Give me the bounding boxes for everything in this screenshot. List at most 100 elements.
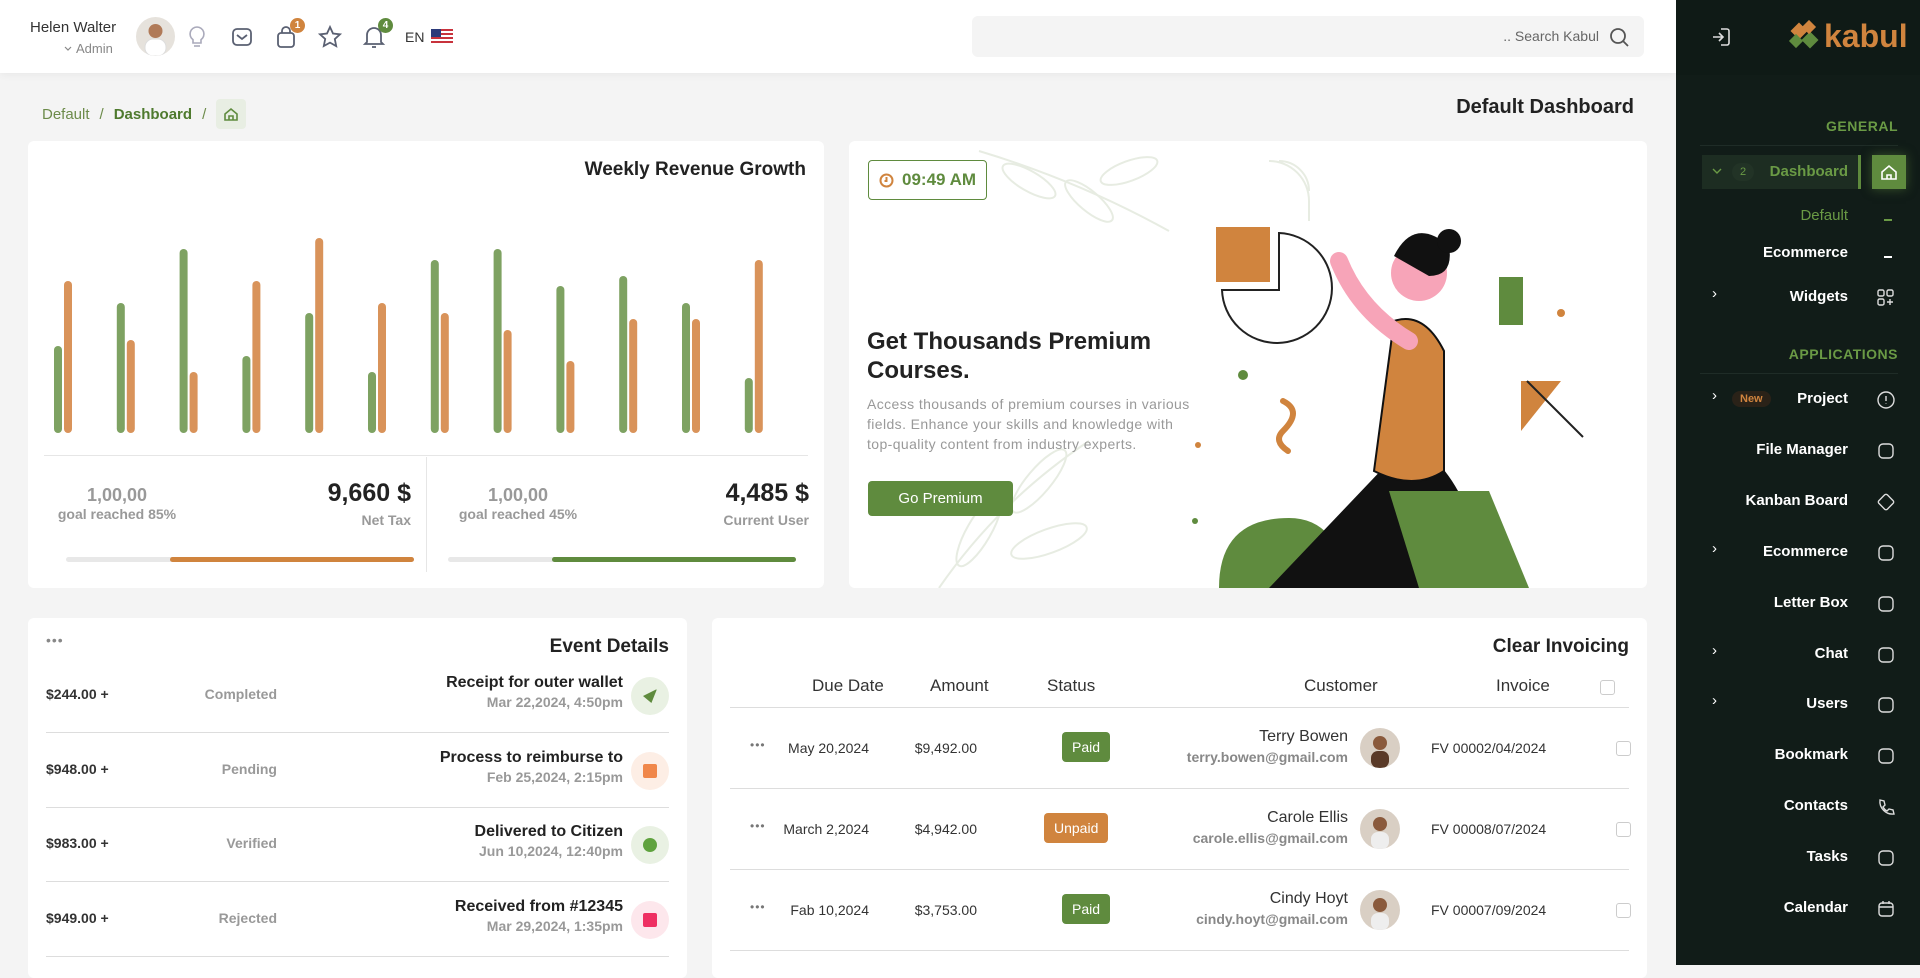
us-flag-icon[interactable] — [431, 29, 453, 45]
search-input[interactable]: .. Search Kabul — [972, 16, 1644, 57]
sidebar-item-kanban-board[interactable]: Kanban Board — [1745, 491, 1848, 509]
due-date: May 20,2024 — [788, 740, 869, 756]
user-avatar[interactable] — [136, 17, 175, 56]
sidebar-item-users[interactable]: Users — [1806, 695, 1848, 713]
stat-value: 4,485 $ — [725, 479, 809, 507]
customer: Cindy Hoyt cindy.hoyt@gmail.com — [1196, 890, 1348, 927]
sidebar-item-label: Dashboard — [1769, 163, 1848, 180]
bar-orange-12 — [754, 260, 763, 433]
sidebar-item-widgets[interactable]: Widgets — [1789, 288, 1848, 305]
dash-marker — [1884, 256, 1892, 258]
select-all-checkbox[interactable] — [1600, 680, 1615, 695]
status-badge: Paid — [1062, 894, 1111, 924]
divider — [44, 455, 808, 456]
bell-icon[interactable]: 4 — [361, 18, 393, 50]
star-icon[interactable] — [317, 24, 343, 50]
more-options-icon[interactable]: ••• — [46, 632, 64, 648]
logo-text: kabul — [1824, 18, 1908, 54]
sidebar-item-file-manager[interactable]: File Manager — [1756, 440, 1848, 458]
event-row[interactable]: $948.00 + Pending Process to reimburse t… — [46, 734, 669, 808]
promo-description: Access thousands of premium courses in v… — [867, 394, 1190, 454]
weekly-revenue-card: Weekly Revenue Growth 1,00,00 goal reach… — [28, 141, 824, 588]
letter-box-icon — [1878, 595, 1894, 612]
divider — [730, 707, 1629, 708]
sidebar-item-ecommerce[interactable]: Ecommerce — [1762, 542, 1848, 560]
breadcrumb-home[interactable] — [216, 99, 247, 129]
logo-mark-icon — [1788, 19, 1819, 48]
pie-chart-icon — [631, 826, 669, 864]
bar-green-10 — [619, 276, 628, 433]
user-search-icon — [1878, 697, 1894, 714]
shop-icon — [1878, 544, 1894, 561]
lightbulb-icon[interactable] — [184, 24, 210, 50]
sidebar: kabul GENERAL 2 Dashboard Default Ecomme… — [1676, 0, 1920, 965]
phone-icon — [1879, 799, 1895, 815]
event-row[interactable]: $983.00 + Verified Delivered to Citizen … — [46, 808, 669, 882]
event-row[interactable]: $244.00 + Completed Receipt for outer wa… — [46, 659, 669, 733]
chart-title: Weekly Revenue Growth — [584, 159, 806, 180]
goal-label: goal reached 45% — [458, 506, 578, 522]
invoice-number: FV 00008/07/2024 — [1431, 821, 1547, 837]
customer-email: terry.bowen@gmail.com — [1186, 749, 1348, 765]
row-checkbox[interactable] — [1616, 903, 1631, 918]
top-header: Helen Walter Admin 1 4 EN .. Search Kabu… — [0, 0, 1676, 73]
row-more-icon[interactable]: ••• — [750, 900, 766, 914]
customer-name: Cindy Hoyt — [1269, 890, 1348, 907]
language-selector[interactable]: EN — [405, 29, 425, 45]
event-status: Completed — [204, 686, 277, 702]
col-due-date: Due Date — [812, 676, 884, 695]
user-role-dropdown[interactable]: Admin — [64, 41, 113, 56]
event-amount: $244.00 + — [46, 686, 109, 702]
bar-green-2 — [116, 303, 125, 433]
bar-orange-11 — [692, 319, 700, 433]
event-amount: $949.00 + — [46, 909, 109, 926]
user-name[interactable]: Helen Walter — [30, 19, 117, 36]
section-general: GENERAL — [1826, 118, 1898, 134]
sidebar-item-tasks[interactable]: Tasks — [1806, 848, 1848, 866]
sidebar-item-dashboard[interactable]: 2 Dashboard — [1702, 155, 1861, 189]
shopping-bag-icon[interactable]: 1 — [273, 18, 305, 50]
breadcrumb-dashboard[interactable]: Dashboard — [113, 105, 193, 123]
breadcrumb: Default / Dashboard / — [42, 99, 247, 129]
chevron-down-icon — [1712, 168, 1722, 174]
send-icon — [631, 677, 669, 715]
briefcase-icon — [631, 751, 669, 790]
promo-title-line: Get Thousands Premium — [867, 328, 1152, 355]
bookmark-icon — [1878, 748, 1894, 764]
sidebar-item-contacts[interactable]: Contacts — [1783, 797, 1848, 815]
sidebar-item-calendar[interactable]: Calendar — [1783, 899, 1848, 916]
kabul-logo[interactable]: kabul — [1788, 18, 1908, 55]
event-details-card: ••• Event Details $244.00 + Completed Re… — [28, 618, 687, 978]
bar-orange-6 — [378, 303, 386, 433]
notification-badge: 4 — [378, 18, 393, 33]
sidebar-sub-ecommerce[interactable]: Ecommerce — [1762, 244, 1848, 261]
row-checkbox[interactable] — [1616, 822, 1631, 837]
breadcrumb-default[interactable]: Default — [42, 105, 90, 123]
home-icon[interactable] — [1872, 155, 1906, 189]
search-icon[interactable] — [1608, 26, 1630, 48]
sidebar-item-project[interactable]: Project — [1797, 390, 1848, 407]
row-more-icon[interactable]: ••• — [750, 819, 766, 833]
promo-title: Get Thousands Premium Courses. — [867, 327, 1151, 385]
sign-in-icon[interactable] — [1710, 26, 1732, 48]
bar-orange-7 — [440, 313, 449, 433]
progress-bar — [66, 557, 414, 562]
sidebar-item-chat[interactable]: Chat — [1814, 644, 1848, 662]
sidebar-item-letter-box[interactable]: Letter Box — [1773, 593, 1848, 611]
mail-icon[interactable] — [229, 24, 255, 50]
promo-illustration — [938, 150, 1584, 588]
sidebar-item-bookmark[interactable]: Bookmark — [1774, 746, 1848, 764]
progress-fill — [552, 557, 796, 562]
go-premium-button[interactable]: Go Premium — [868, 481, 1013, 516]
event-text: Receipt for outer wallet Mar 22,2024, 4:… — [446, 674, 623, 710]
promo-desc-line: Access thousands of premium courses in v… — [867, 396, 1190, 412]
row-more-icon[interactable]: ••• — [750, 738, 766, 752]
sidebar-sub-default[interactable]: Default — [1800, 207, 1848, 224]
new-badge: New — [1732, 391, 1771, 407]
row-checkbox[interactable] — [1616, 741, 1631, 756]
due-date: March 2,2024 — [783, 821, 869, 837]
event-text: Process to reimburse to Feb 25,2024, 2:1… — [440, 749, 623, 785]
premium-courses-card: 09:49 AM Get Thousands Premium Courses. A… — [849, 141, 1647, 588]
event-row[interactable]: $949.00 + Rejected Received from #12345 … — [46, 883, 669, 957]
bar-green-9 — [556, 286, 565, 433]
